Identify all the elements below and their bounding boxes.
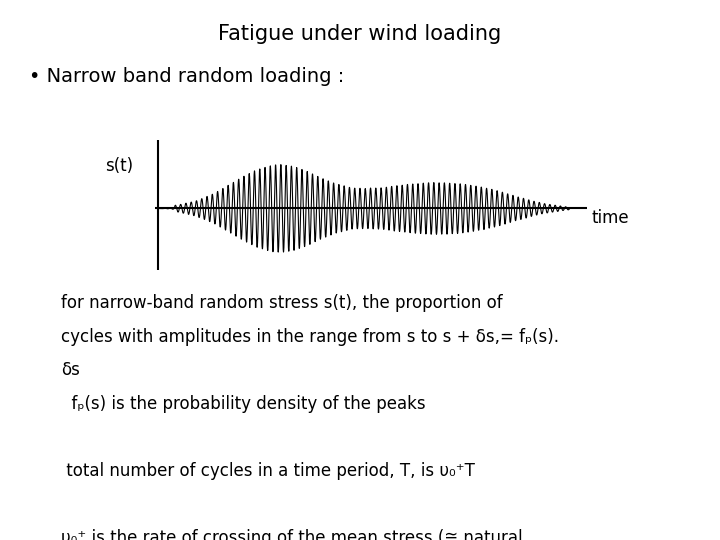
Text: fₚ(s) is the probability density of the peaks: fₚ(s) is the probability density of the … bbox=[61, 395, 426, 413]
Text: cycles with amplitudes in the range from s to s + δs,= fₚ(s).: cycles with amplitudes in the range from… bbox=[61, 328, 559, 346]
Text: for narrow-band random stress s(t), the proportion of: for narrow-band random stress s(t), the … bbox=[61, 294, 503, 312]
Text: time: time bbox=[591, 209, 629, 227]
Text: υ₀⁺ is the rate of crossing of the mean stress (≅ natural: υ₀⁺ is the rate of crossing of the mean … bbox=[61, 529, 523, 540]
Text: Fatigue under wind loading: Fatigue under wind loading bbox=[218, 24, 502, 44]
Text: total number of cycles in a time period, T, is υ₀⁺T: total number of cycles in a time period,… bbox=[61, 462, 475, 480]
Text: δs: δs bbox=[61, 361, 80, 379]
Text: • Narrow band random loading :: • Narrow band random loading : bbox=[29, 68, 344, 86]
Text: s(t): s(t) bbox=[105, 157, 133, 176]
